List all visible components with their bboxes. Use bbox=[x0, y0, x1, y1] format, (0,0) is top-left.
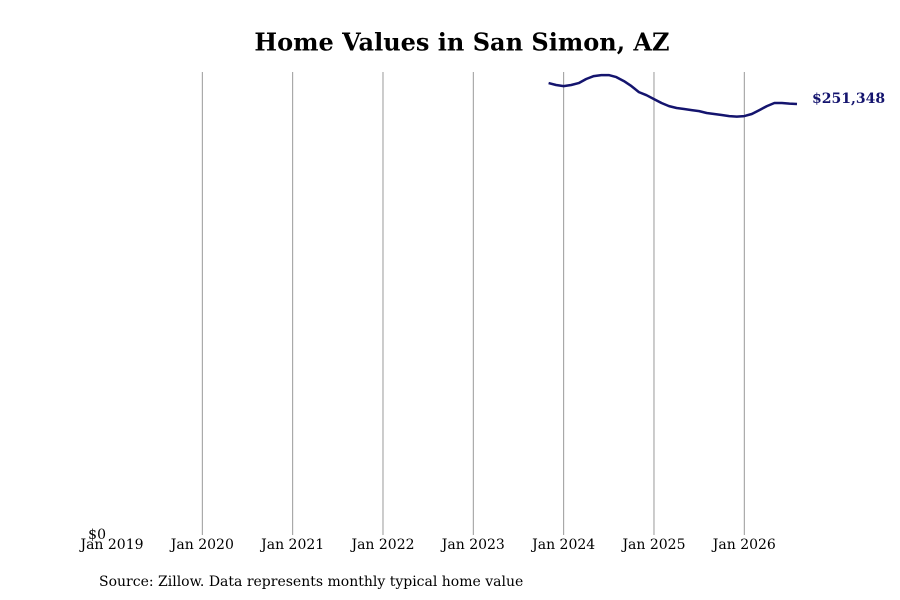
source-note: Source: Zillow. Data represents monthly … bbox=[99, 574, 523, 590]
x-tick-label: Jan 2021 bbox=[259, 537, 324, 553]
line-series bbox=[548, 73, 798, 118]
y-tick-label: $0 bbox=[88, 527, 106, 543]
x-tick-label: Jan 2019 bbox=[78, 537, 143, 553]
x-tick-label: Jan 2026 bbox=[711, 537, 776, 553]
x-tick-label: Jan 2024 bbox=[530, 537, 595, 553]
x-tick-label: Jan 2023 bbox=[440, 537, 505, 553]
x-tick-label: Jan 2020 bbox=[169, 537, 234, 553]
x-tick-label: Jan 2025 bbox=[620, 537, 685, 553]
end-value-label: $251,348 bbox=[812, 91, 885, 107]
x-tick-label: Jan 2022 bbox=[349, 537, 414, 553]
chart-title: Home Values in San Simon, AZ bbox=[254, 28, 669, 57]
